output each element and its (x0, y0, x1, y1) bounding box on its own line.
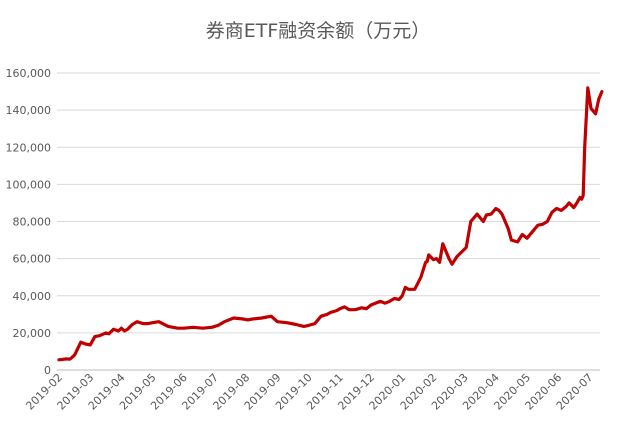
x-axis-ticks: 2019-022019-032019-042019-052019-062019-… (23, 371, 595, 413)
y-tick-label: 160,000 (6, 67, 52, 80)
y-tick-label: 120,000 (6, 141, 52, 154)
y-tick-label: 40,000 (13, 290, 52, 303)
y-axis-ticks: 0 20,000 40,000 60,000 80,000 100,000 120,000 1… (6, 67, 52, 377)
y-tick-label: 100,000 (6, 178, 52, 191)
y-tick-label: 20,000 (13, 327, 52, 340)
chart-title: 券商ETF融资余额（万元） (206, 20, 431, 42)
series-group (57, 86, 604, 362)
gridlines (57, 72, 600, 334)
y-tick-label: 140,000 (6, 104, 52, 117)
y-tick-label: 60,000 (13, 253, 52, 266)
y-tick-label: 0 (44, 364, 51, 377)
series-line (57, 86, 604, 362)
y-tick-label: 80,000 (13, 216, 52, 229)
